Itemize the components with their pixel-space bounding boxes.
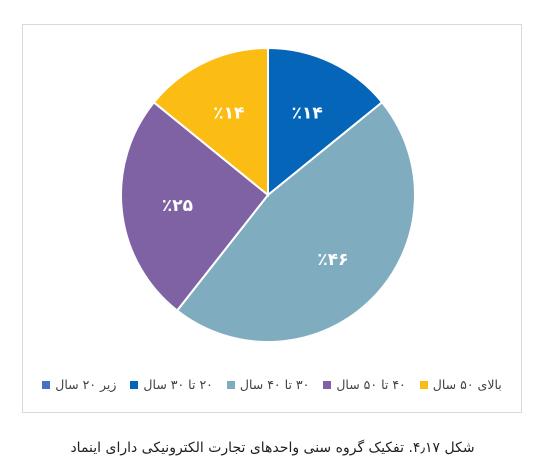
pie-slice-3 xyxy=(120,100,270,312)
chart-legend: بالای ۵۰ سال ۴۰ تا ۵۰ سال ۳۰ تا ۴۰ سال ۲۰ ت… xyxy=(23,377,521,392)
legend-swatch xyxy=(419,380,428,389)
slice-label-1: ٪۱۴ xyxy=(292,104,323,124)
pie-slice-1 xyxy=(267,46,384,198)
legend-item-4: بالای ۵۰ سال xyxy=(419,377,502,392)
pie-slice-4 xyxy=(152,46,269,198)
legend-label: زیر ۲۰ سال xyxy=(55,377,117,392)
chart-frame: ٪۱۴ ٪۴۶ ٪۲۵ ٪۱۴ بالای ۵۰ سال ۴۰ تا ۵۰ سال ۳۰ … xyxy=(22,24,522,413)
slice-label-4: ٪۱۴ xyxy=(213,104,244,124)
legend-item-3: ۴۰ تا ۵۰ سال xyxy=(323,377,406,392)
slice-label-2: ٪۴۶ xyxy=(317,250,348,270)
legend-swatch xyxy=(226,380,235,389)
legend-item-0: زیر ۲۰ سال xyxy=(42,377,116,392)
legend-swatch xyxy=(42,380,51,389)
pie-chart: ٪۱۴ ٪۴۶ ٪۲۵ ٪۱۴ xyxy=(120,46,416,343)
figure-caption: شکل ۴٫۱۷. تفکیک گروه سنی واحدهای تجارت ا… xyxy=(70,440,475,456)
slice-label-3: ٪۲۵ xyxy=(162,196,193,216)
legend-label: بالای ۵۰ سال xyxy=(432,377,502,392)
legend-item-2: ۳۰ تا ۴۰ سال xyxy=(226,377,310,392)
legend-swatch xyxy=(323,380,332,389)
legend-label: ۳۰ تا ۴۰ سال xyxy=(239,377,310,392)
legend-label: ۲۰ تا ۳۰ سال xyxy=(143,377,213,392)
legend-label: ۴۰ تا ۵۰ سال xyxy=(336,377,406,392)
pie-slice-2 xyxy=(175,100,416,343)
legend-swatch xyxy=(130,380,139,389)
legend-item-1: ۲۰ تا ۳۰ سال xyxy=(130,377,213,392)
